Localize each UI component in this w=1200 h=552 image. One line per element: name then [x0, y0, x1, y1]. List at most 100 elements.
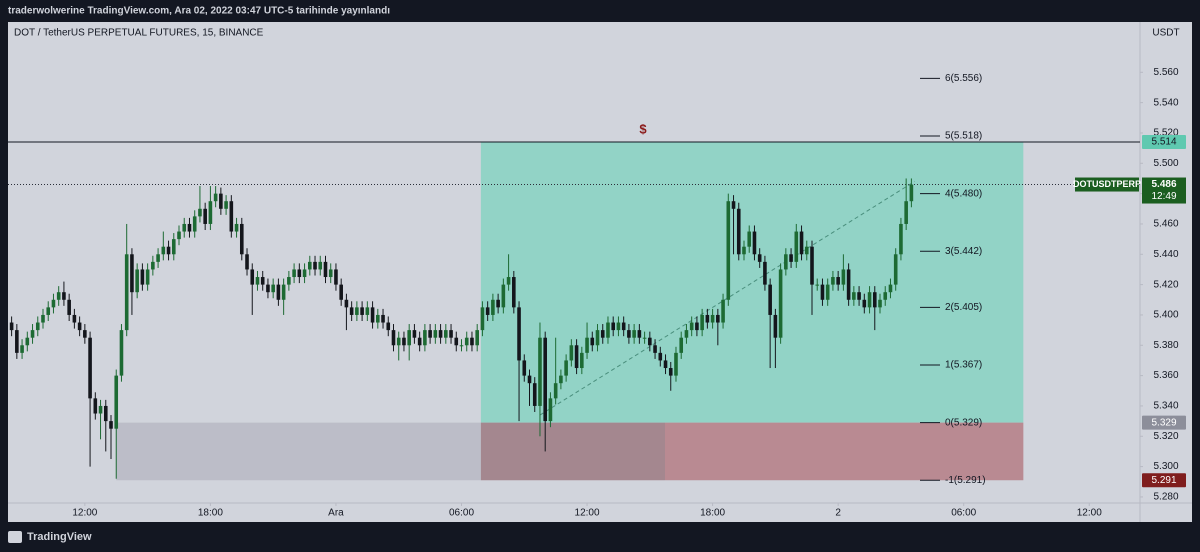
candle-body — [391, 330, 396, 346]
candle-body — [595, 330, 600, 346]
symbol-title: DOT / TetherUS PERPETUAL FUTURES, 15, BI… — [14, 28, 264, 39]
candle-body — [255, 277, 260, 285]
candle-body — [417, 337, 422, 346]
candle-body — [360, 307, 364, 315]
overlay: 5.280 5.300 5.320 5.340 5.360 5.380 5.400 5.420… — [72, 67, 1186, 519]
y-tick-label: 5.440 — [1153, 249, 1178, 260]
candle-body — [710, 314, 715, 323]
candle-body — [899, 223, 903, 255]
candle-body — [323, 261, 328, 278]
candle-body — [569, 345, 574, 361]
candle-body — [349, 307, 354, 315]
candle-body — [548, 398, 553, 422]
candle-body — [213, 193, 218, 202]
candle-body — [72, 314, 77, 323]
annotation: $ — [639, 121, 647, 136]
candle-body — [517, 307, 521, 361]
fib-label: 3(5.442) — [945, 246, 982, 257]
candle-body — [627, 330, 631, 338]
countdown: 12:49 — [1151, 191, 1176, 202]
candle-body — [736, 208, 741, 255]
candle-body — [789, 254, 793, 262]
candle-body — [124, 254, 129, 331]
candle-body — [454, 337, 459, 346]
candle-body — [423, 330, 427, 346]
candle-body — [794, 231, 799, 262]
candle-body — [700, 314, 704, 331]
loss-zone — [664, 422, 1024, 481]
y-tick-label: 5.340 — [1153, 401, 1178, 412]
candles — [9, 178, 914, 479]
candle-body — [621, 322, 626, 331]
candle-body — [266, 284, 270, 293]
candle-body — [496, 299, 500, 308]
fib-label: 1(5.367) — [945, 360, 982, 371]
candle-body — [747, 231, 752, 247]
candle-body — [852, 292, 856, 300]
fib-label: 0(5.329) — [945, 417, 982, 428]
x-tick-label: 18:00 — [198, 508, 223, 519]
candle-body — [119, 330, 124, 376]
candle-body — [532, 383, 537, 406]
last-price-bg — [1142, 177, 1186, 204]
candle-body — [574, 345, 579, 369]
price-tag: 5.291 — [1151, 475, 1176, 486]
y-tick-label: 5.560 — [1153, 67, 1178, 78]
candle-body — [773, 314, 778, 338]
candle-body — [512, 277, 516, 308]
candle-body — [177, 231, 181, 240]
candle-body — [846, 269, 851, 300]
y-tick-label: 5.380 — [1153, 340, 1178, 351]
candle-body — [203, 208, 207, 224]
candle-body — [485, 307, 490, 315]
candle-body — [219, 193, 223, 209]
candle-body — [15, 330, 19, 353]
candle-body — [600, 330, 605, 338]
candle-body — [51, 299, 56, 308]
candle-body — [679, 337, 684, 353]
zones — [116, 142, 1024, 481]
candle-body — [339, 284, 343, 300]
candle-body — [9, 322, 14, 331]
candle-body — [344, 299, 349, 308]
candle-body — [616, 322, 621, 331]
candle-body — [161, 246, 166, 255]
candle-body — [872, 292, 877, 308]
candle-body — [480, 307, 485, 331]
candle-body — [742, 246, 746, 255]
candle-body — [41, 314, 45, 323]
candle-body — [318, 261, 323, 270]
candle-body — [412, 330, 417, 338]
fib-label: 2(5.405) — [945, 302, 982, 313]
symbol-tag: DOTUSDTPERP — [1073, 179, 1141, 189]
candle-body — [674, 352, 678, 376]
candle-body — [302, 269, 307, 278]
candle-body — [459, 345, 464, 347]
price-tag: 5.329 — [1151, 417, 1176, 428]
y-tick-label: 5.320 — [1153, 431, 1178, 442]
candle-body — [77, 322, 82, 331]
candle-body — [559, 375, 563, 384]
candle-body — [580, 352, 584, 369]
candle-body — [585, 337, 589, 353]
candle-body — [208, 201, 213, 224]
candle-body — [35, 322, 40, 331]
candle-body — [25, 337, 30, 346]
candle-body — [98, 405, 103, 414]
candle-body — [145, 269, 150, 285]
price-tag-bg — [1142, 135, 1186, 150]
candle-body — [464, 337, 469, 346]
candle-body — [663, 360, 668, 369]
candle-body — [114, 375, 119, 429]
candle-body — [810, 246, 814, 285]
candle-body — [328, 269, 333, 278]
candle-body — [784, 254, 788, 270]
candle-body — [527, 375, 532, 384]
candle-body — [444, 330, 448, 338]
x-tick-label: 06:00 — [951, 508, 976, 519]
loss-zone-filled — [480, 422, 665, 481]
x-tick-label: Ara — [328, 508, 344, 519]
candle-body — [198, 208, 202, 217]
candle-body — [239, 223, 244, 255]
candle-body — [245, 254, 249, 270]
